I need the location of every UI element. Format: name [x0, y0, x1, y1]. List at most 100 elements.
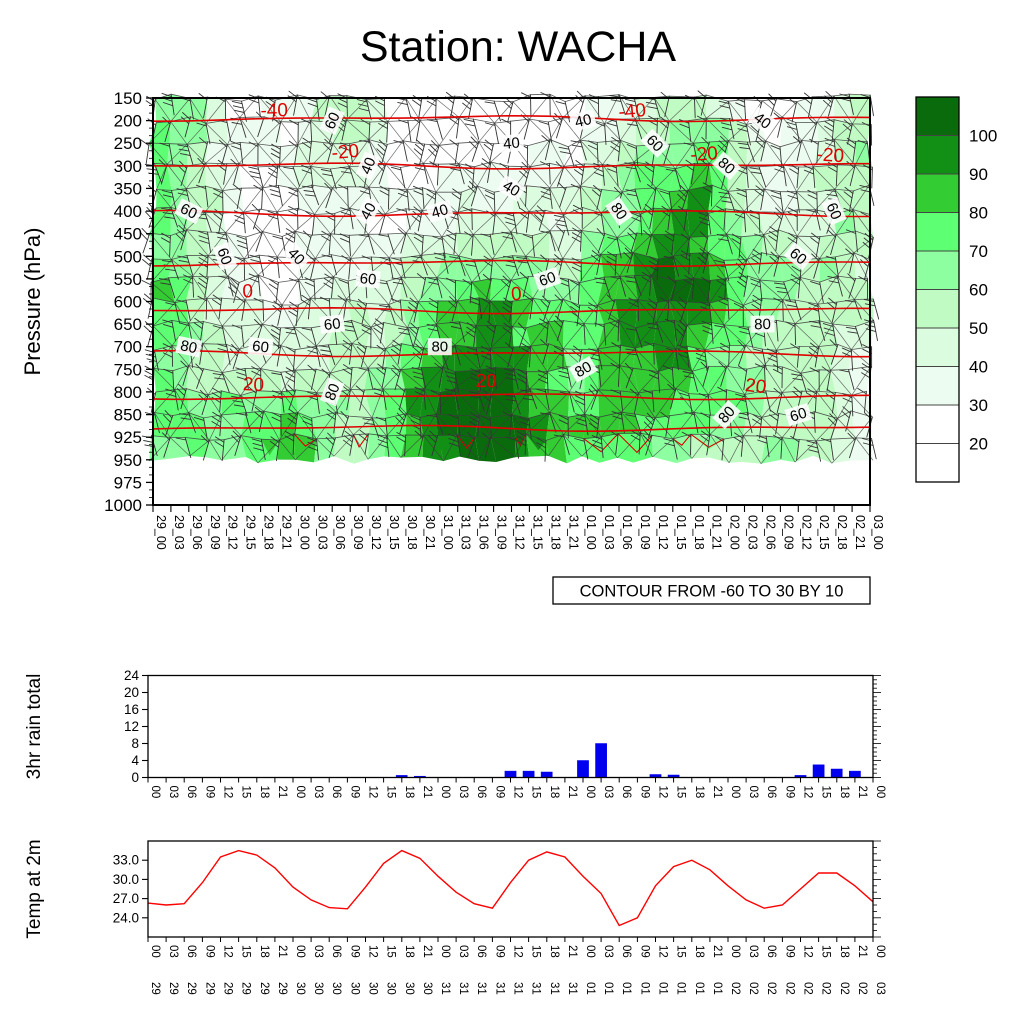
svg-text:02_00: 02_00: [728, 515, 742, 550]
svg-text:975: 975: [114, 473, 142, 492]
svg-text:03: 03: [602, 945, 614, 958]
svg-text:29_15: 29_15: [244, 515, 258, 550]
svg-text:Temp at 2m: Temp at 2m: [24, 839, 45, 938]
svg-text:09: 09: [783, 945, 795, 958]
svg-text:1000: 1000: [104, 496, 142, 515]
svg-text:30: 30: [421, 982, 433, 995]
svg-text:00: 00: [729, 945, 741, 958]
svg-text:15: 15: [385, 945, 397, 958]
svg-text:01_03: 01_03: [602, 515, 616, 550]
svg-text:12: 12: [367, 945, 379, 958]
svg-text:80: 80: [431, 339, 448, 356]
svg-text:21: 21: [856, 786, 868, 799]
svg-text:8: 8: [131, 736, 139, 751]
svg-text:21: 21: [421, 945, 433, 958]
svg-text:700: 700: [114, 338, 142, 357]
svg-text:925: 925: [114, 428, 142, 447]
svg-text:30.0: 30.0: [113, 872, 139, 887]
svg-text:18: 18: [838, 786, 850, 799]
svg-text:30: 30: [403, 982, 415, 995]
svg-text:100: 100: [969, 127, 997, 146]
svg-text:09: 09: [783, 786, 795, 799]
svg-text:01_18: 01_18: [692, 515, 706, 550]
svg-text:31_15: 31_15: [530, 515, 544, 550]
svg-text:200: 200: [114, 112, 142, 131]
svg-text:03: 03: [167, 786, 179, 799]
svg-text:12: 12: [657, 786, 669, 799]
svg-text:06: 06: [185, 786, 197, 799]
svg-text:31: 31: [512, 982, 524, 995]
svg-text:02_21: 02_21: [853, 515, 867, 550]
svg-text:30_12: 30_12: [369, 515, 383, 550]
svg-text:Pressure (hPa): Pressure (hPa): [20, 228, 45, 376]
svg-text:15: 15: [675, 786, 687, 799]
svg-text:09: 09: [203, 945, 215, 958]
svg-text:01: 01: [657, 982, 669, 995]
svg-text:01: 01: [693, 982, 705, 995]
svg-text:01_12: 01_12: [656, 515, 670, 550]
svg-text:30_00: 30_00: [297, 515, 311, 550]
svg-text:12: 12: [222, 786, 234, 799]
svg-text:21: 21: [276, 945, 288, 958]
svg-text:31: 31: [566, 982, 578, 995]
svg-text:01: 01: [602, 982, 614, 995]
svg-text:02: 02: [802, 982, 814, 995]
svg-text:09: 09: [638, 786, 650, 799]
svg-text:300: 300: [114, 157, 142, 176]
svg-text:02_12: 02_12: [799, 515, 813, 550]
svg-text:01_06: 01_06: [620, 515, 634, 550]
svg-text:16: 16: [124, 702, 139, 717]
svg-text:70: 70: [969, 242, 988, 261]
svg-text:150: 150: [114, 89, 142, 108]
svg-text:21: 21: [566, 945, 578, 958]
svg-text:80: 80: [754, 316, 771, 333]
svg-text:-20: -20: [331, 141, 360, 164]
svg-text:31_09: 31_09: [495, 515, 509, 550]
svg-text:29: 29: [276, 982, 288, 995]
svg-text:12: 12: [367, 786, 379, 799]
svg-text:450: 450: [114, 225, 142, 244]
svg-text:30: 30: [330, 982, 342, 995]
svg-text:00: 00: [874, 786, 886, 799]
svg-text:02: 02: [783, 982, 795, 995]
svg-text:29_21: 29_21: [280, 515, 294, 550]
svg-text:31_03: 31_03: [459, 515, 473, 550]
svg-text:550: 550: [114, 270, 142, 289]
svg-text:01: 01: [675, 982, 687, 995]
svg-text:24.0: 24.0: [113, 910, 139, 925]
svg-text:31_21: 31_21: [566, 515, 580, 550]
svg-text:80: 80: [179, 337, 199, 357]
svg-text:29: 29: [258, 982, 270, 995]
svg-text:0: 0: [242, 281, 253, 302]
svg-text:09: 09: [493, 786, 505, 799]
svg-text:09: 09: [348, 945, 360, 958]
svg-text:-40: -40: [260, 100, 288, 122]
svg-text:30_15: 30_15: [387, 515, 401, 550]
svg-text:00: 00: [439, 786, 451, 799]
svg-text:21: 21: [856, 945, 868, 958]
svg-text:4: 4: [131, 753, 139, 768]
svg-text:Station: WACHA: Station: WACHA: [360, 23, 677, 71]
svg-text:31_18: 31_18: [548, 515, 562, 550]
svg-text:29_09: 29_09: [208, 515, 222, 550]
svg-text:12: 12: [802, 945, 814, 958]
svg-text:12: 12: [802, 786, 814, 799]
svg-text:350: 350: [114, 179, 142, 198]
svg-text:15: 15: [240, 945, 252, 958]
svg-text:01_21: 01_21: [710, 515, 724, 550]
svg-text:02: 02: [765, 982, 777, 995]
svg-text:12: 12: [512, 945, 524, 958]
svg-text:29: 29: [167, 982, 179, 995]
svg-text:03: 03: [747, 786, 759, 799]
svg-text:31: 31: [530, 982, 542, 995]
svg-text:02: 02: [820, 982, 832, 995]
svg-text:01: 01: [711, 982, 723, 995]
svg-text:30: 30: [385, 982, 397, 995]
svg-text:02: 02: [747, 982, 759, 995]
svg-text:29: 29: [185, 982, 197, 995]
svg-text:29_12: 29_12: [226, 515, 240, 550]
svg-text:21: 21: [711, 945, 723, 958]
svg-text:02_06: 02_06: [764, 515, 778, 550]
svg-text:40: 40: [502, 135, 520, 153]
svg-text:01: 01: [584, 982, 596, 995]
